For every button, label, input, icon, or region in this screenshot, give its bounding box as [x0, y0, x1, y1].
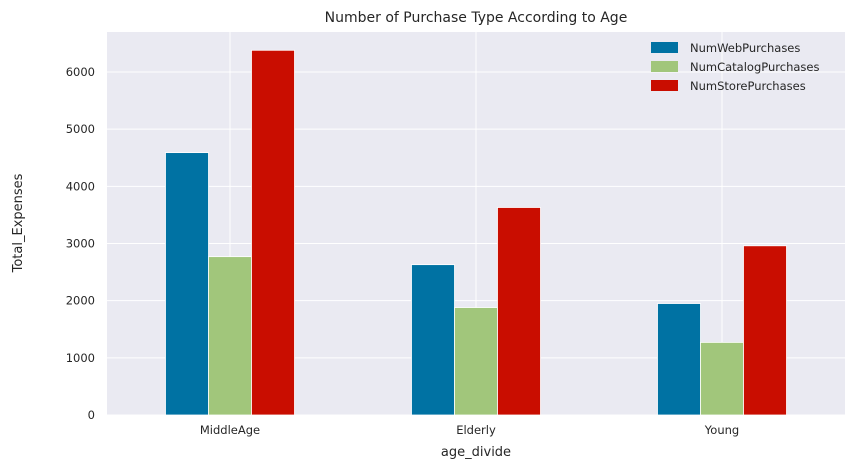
- x-tick-label: Young: [704, 423, 739, 437]
- bar: [743, 245, 787, 416]
- bar: [497, 207, 541, 416]
- chart-title: Number of Purchase Type According to Age: [325, 10, 628, 26]
- y-tick-label: 2000: [66, 294, 95, 308]
- bar: [700, 342, 744, 416]
- y-tick-label: 1000: [66, 351, 95, 365]
- bar: [411, 264, 455, 416]
- bar: [454, 307, 498, 416]
- x-tick-label: Elderly: [456, 423, 496, 437]
- bar: [251, 49, 295, 416]
- legend: NumWebPurchases NumCatalogPurchases NumSto…: [651, 41, 819, 93]
- bar: [208, 256, 252, 416]
- x-axis-label: age_divide: [441, 445, 511, 460]
- legend-label: NumCatalogPurchases: [690, 60, 819, 74]
- y-ticks: 0 1000 2000 3000 4000 5000 6000: [66, 65, 95, 422]
- y-tick-label: 0: [88, 408, 95, 422]
- x-ticks: MiddleAge Elderly Young: [200, 423, 739, 437]
- y-tick-label: 3000: [66, 237, 95, 251]
- x-tick-label: MiddleAge: [200, 423, 260, 437]
- y-tick-label: 6000: [66, 65, 95, 79]
- legend-swatch: [651, 61, 678, 72]
- legend-label: NumStorePurchases: [690, 79, 806, 93]
- legend-label: NumWebPurchases: [690, 41, 800, 55]
- bar: [165, 152, 209, 416]
- bar: [657, 303, 701, 416]
- bars: [165, 49, 787, 416]
- legend-swatch: [651, 80, 678, 91]
- y-tick-label: 5000: [66, 122, 95, 136]
- y-tick-label: 4000: [66, 179, 95, 193]
- y-axis-label: Total_Expenses: [11, 173, 26, 273]
- legend-swatch: [651, 42, 678, 53]
